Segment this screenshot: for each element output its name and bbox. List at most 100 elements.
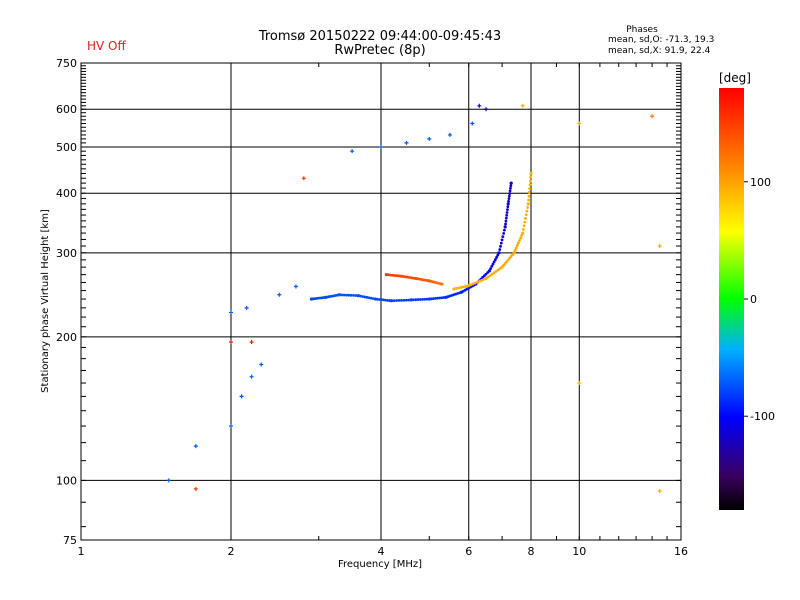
x-tick-label: 2 (228, 545, 235, 558)
trace-point-series-0 (352, 294, 355, 297)
colorbar (719, 88, 744, 510)
trace-point-series-0 (356, 294, 360, 298)
trace-point-series-1 (529, 175, 533, 179)
trace-point-series-1 (517, 241, 520, 245)
trace-point-series-0 (490, 264, 494, 268)
trace-point-series-0 (509, 186, 512, 190)
y-tick-label: 500 (56, 141, 77, 154)
trace-point-series-1 (527, 198, 531, 202)
echo-point-series-0 (427, 136, 432, 141)
chart-title: Tromsø 20150222 09:44:00-09:45:43 (258, 29, 501, 44)
y-tick-label: 300 (56, 247, 77, 260)
trace-point-series-1 (528, 183, 532, 187)
trace-point-series-0 (432, 297, 435, 301)
x-tick-label: 10 (572, 545, 586, 558)
trace-point-series-0 (438, 296, 442, 300)
echo-point-series-0 (350, 149, 355, 154)
trace-point-series-0 (397, 299, 401, 302)
x-axis-ticks: 1 2 4 6 8 10 16 (78, 63, 688, 558)
trace-point-series-0 (347, 293, 351, 297)
trace-point-series-0 (358, 294, 362, 298)
trace-point-series-0 (354, 294, 358, 297)
trace-point-series-1 (513, 248, 517, 252)
trace-point-series-0 (429, 297, 433, 301)
echo-point-series-0 (193, 444, 198, 449)
trace-point-series-0 (502, 231, 506, 235)
trace-point-series-0 (500, 238, 504, 242)
trace-point-series-0 (507, 199, 510, 203)
echo-point-series-0 (249, 374, 254, 379)
trace-point-series-0 (496, 253, 500, 257)
trace-point-series-0 (416, 298, 420, 301)
y-tick-label: 100 (56, 474, 77, 487)
trace-point-series-0 (342, 293, 346, 297)
trace-point-series-0 (395, 299, 398, 302)
trace-point-series-1 (514, 246, 518, 250)
colorbar-tick-label: 0 (750, 293, 757, 306)
trace-point-series-0 (412, 298, 415, 302)
trace-point-series-0 (509, 181, 513, 185)
echo-point-series-0 (277, 292, 282, 297)
trace-point-series-0 (392, 299, 396, 303)
trace-point-series-0 (506, 202, 510, 206)
y-tick-label: 75 (63, 534, 77, 547)
stats-line-x: mean, sd,X: 91.9, 22.4 (608, 46, 711, 56)
echo-point-series-0 (470, 121, 475, 126)
trace-point-series-1 (525, 209, 529, 213)
trace-point-series-1 (527, 194, 531, 198)
trace-point-series-1 (473, 281, 477, 285)
trace-point-series-1 (478, 279, 481, 283)
y-tick-label: 750 (56, 57, 77, 70)
trace-point-series-0 (504, 222, 507, 226)
echo-point-series-0 (484, 107, 489, 112)
echo-point-series-0 (244, 305, 249, 310)
trace-point-series-0 (506, 205, 510, 209)
trace-point-series-0 (365, 295, 369, 299)
x-tick-label: 4 (378, 545, 385, 558)
trace-point-series-1 (519, 236, 522, 240)
colorbar-ticks: 100 0 -100 (744, 176, 775, 423)
trace-point-series-0 (508, 189, 512, 193)
trace-point-series-1 (526, 206, 529, 209)
trace-point-series-0 (402, 298, 406, 302)
trace-point-series-1 (528, 179, 532, 183)
trace-point-series-0 (436, 296, 440, 300)
x-axis-label: Frequency [MHz] (338, 559, 422, 570)
trace-point-series-0 (425, 297, 429, 301)
trace-point-series-0 (497, 251, 501, 255)
echo-point-series-1 (577, 381, 582, 386)
trace-point-series-0 (504, 219, 508, 223)
trace-point-series-1 (469, 283, 473, 287)
trace-point-series-0 (505, 213, 509, 217)
trace-point-series-1 (480, 278, 484, 282)
trace-point-series-0 (501, 235, 505, 239)
trace-point-series-0 (505, 211, 509, 214)
y-axis-label: Stationary phase Virtual Height [km] (40, 209, 51, 393)
trace-point-series-0 (361, 295, 364, 298)
trace-point-series-1 (524, 213, 528, 217)
colorbar-tick-label: -100 (750, 410, 775, 423)
trace-point-series-1 (518, 239, 521, 242)
echo-point-series-1 (657, 489, 662, 494)
trace-point-series-0 (345, 293, 348, 297)
trace-point-series-0 (349, 293, 353, 297)
trace-point-series-0 (509, 184, 513, 188)
trace-point-series-0 (487, 269, 491, 273)
x-tick-label: 8 (528, 545, 535, 558)
trace-point-series-1 (486, 275, 490, 279)
trace-point-series-1 (515, 244, 519, 247)
trace-point-series-0 (502, 228, 506, 232)
trace-point-series-1 (476, 280, 479, 284)
trace-point-series-0 (367, 296, 371, 300)
stats-line-o: mean, sd,O: -71.3, 19.3 (608, 35, 714, 45)
trace-point-series-1 (490, 272, 494, 276)
echo-point-series-0 (166, 478, 171, 483)
trace-point-series-0 (423, 297, 427, 301)
trace-point-series-0 (504, 216, 508, 220)
trace-point-series-0 (499, 241, 503, 245)
data-points (166, 103, 662, 494)
stats-title: Phases (626, 25, 658, 35)
echo-point-series-1 (650, 114, 655, 119)
trace-point-series-0 (363, 295, 367, 299)
echo-point-series-0 (239, 394, 244, 399)
